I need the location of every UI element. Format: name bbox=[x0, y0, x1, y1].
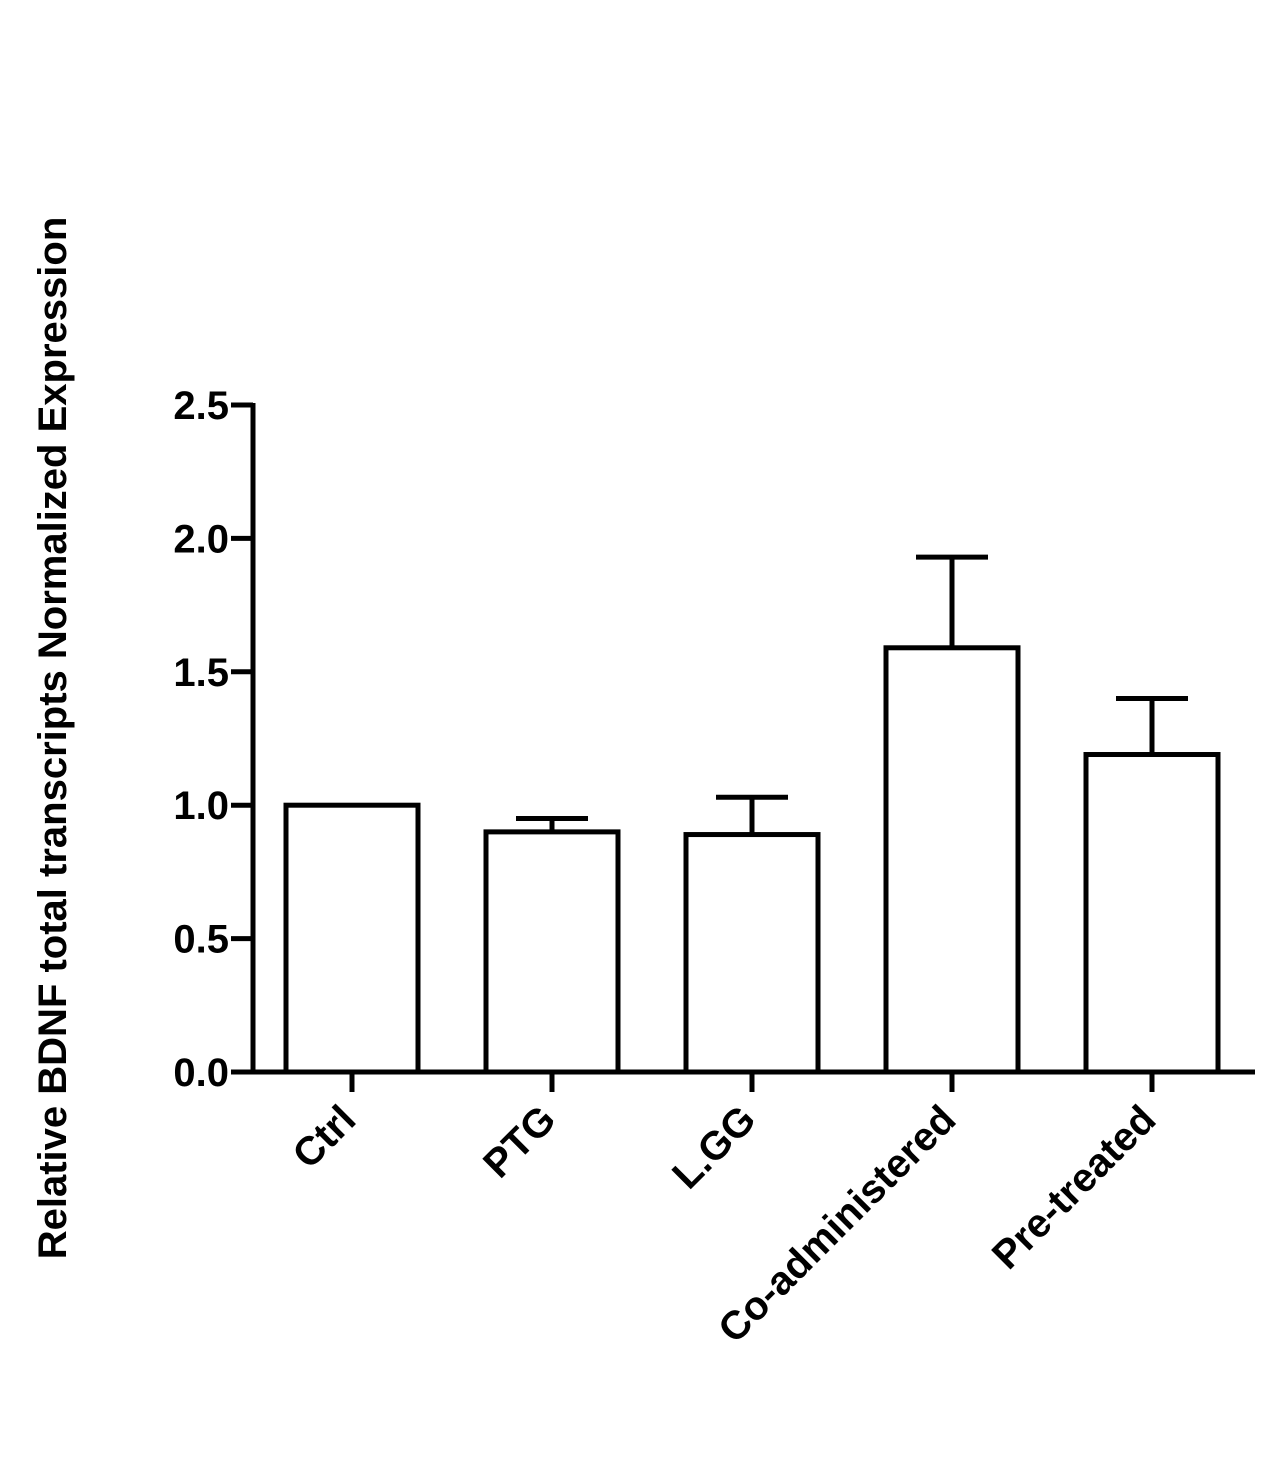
y-axis-label: Relative BDNF total transcripts Normaliz… bbox=[31, 217, 75, 1260]
x-tick-label: Pre-treated bbox=[984, 1097, 1164, 1277]
y-tick-label: 2.0 bbox=[173, 517, 229, 561]
y-tick-label: 0.5 bbox=[173, 918, 229, 962]
bar bbox=[883, 645, 1021, 1075]
bar bbox=[283, 802, 421, 1075]
x-tick-label: Ctrl bbox=[285, 1097, 365, 1177]
bar bbox=[1083, 752, 1221, 1075]
bar bbox=[483, 829, 621, 1075]
x-tick-label: L.GG bbox=[664, 1097, 764, 1197]
x-tick-label: PTG bbox=[475, 1097, 564, 1186]
y-tick-label: 1.5 bbox=[173, 651, 229, 695]
y-tick-label: 1.0 bbox=[173, 784, 229, 828]
bar bbox=[683, 832, 821, 1075]
y-tick-label: 0.0 bbox=[173, 1051, 229, 1095]
y-tick-label: 2.5 bbox=[173, 384, 229, 428]
